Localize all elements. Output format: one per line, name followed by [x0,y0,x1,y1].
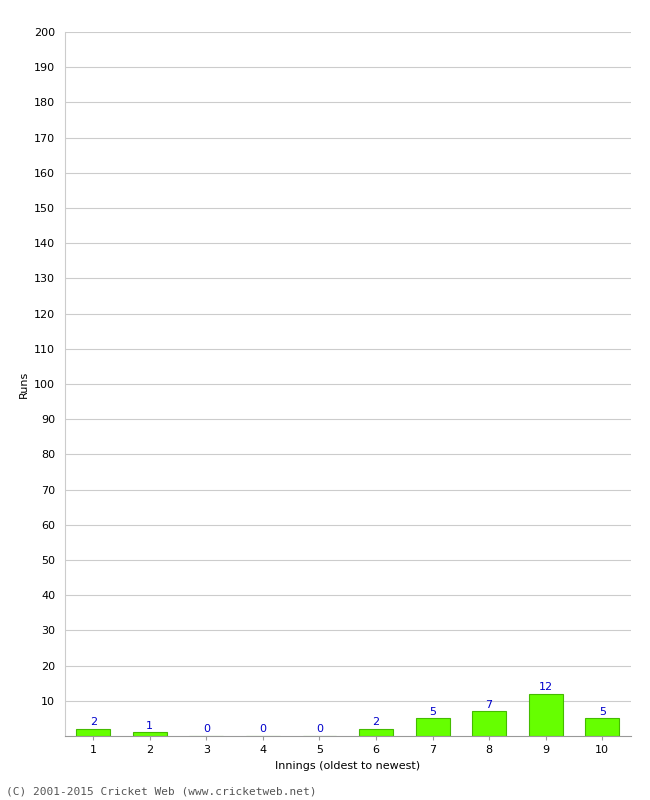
Text: 5: 5 [429,706,436,717]
Text: 0: 0 [203,724,210,734]
Bar [76,729,111,736]
Bar [472,711,506,736]
Text: 12: 12 [539,682,552,692]
Text: 0: 0 [316,724,323,734]
Text: 0: 0 [259,724,266,734]
Bar [585,718,619,736]
X-axis label: Innings (oldest to newest): Innings (oldest to newest) [275,761,421,770]
Bar [133,733,167,736]
Text: 5: 5 [599,706,606,717]
Text: 1: 1 [146,721,153,730]
Y-axis label: Runs: Runs [19,370,29,398]
Bar [415,718,450,736]
Text: (C) 2001-2015 Cricket Web (www.cricketweb.net): (C) 2001-2015 Cricket Web (www.cricketwe… [6,786,317,796]
Bar [528,694,563,736]
Bar [359,729,393,736]
Text: 2: 2 [90,717,97,727]
Text: 7: 7 [486,699,493,710]
Text: 2: 2 [372,717,380,727]
